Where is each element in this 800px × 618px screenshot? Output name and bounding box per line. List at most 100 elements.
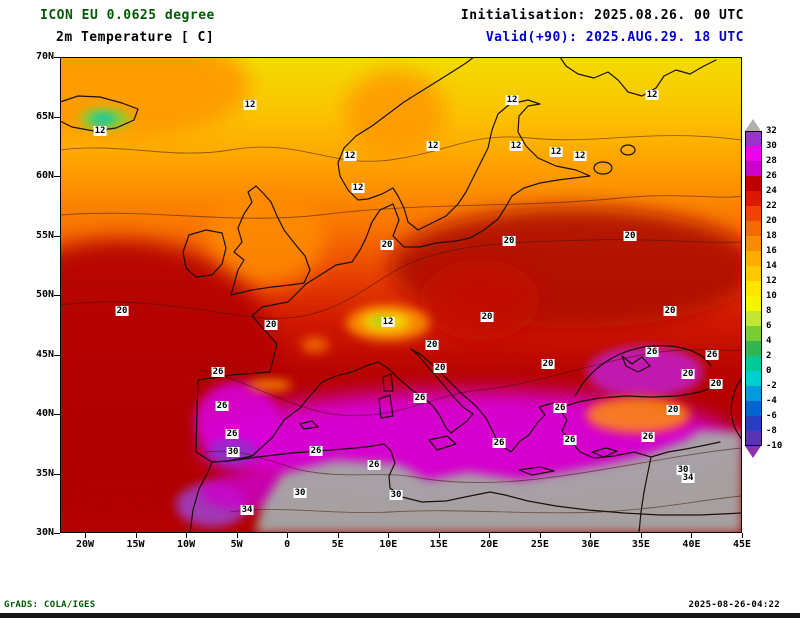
contour-label: 26 xyxy=(563,435,577,445)
creation-timestamp: 2025-08-26-04:22 xyxy=(688,600,780,610)
contour-label: 20 xyxy=(480,312,494,322)
contour-label: 12 xyxy=(505,95,519,105)
coast-britain xyxy=(230,185,311,296)
colorbar-segment xyxy=(746,326,761,341)
contour-label: 20 xyxy=(666,405,680,415)
colorbar-segment xyxy=(746,401,761,416)
valid-time: Valid(+90): 2025.AUG.29. 18 UTC xyxy=(485,30,744,45)
coast-balearics xyxy=(299,420,319,430)
colorbar-segment xyxy=(746,146,761,161)
colorbar-segment xyxy=(746,386,761,401)
colorbar-label: -8 xyxy=(766,426,777,436)
colorbar-label: -2 xyxy=(766,381,777,391)
init-time: Initialisation: 2025.08.26. 00 UTC xyxy=(460,8,744,23)
field-iceland-cool-core xyxy=(89,113,117,125)
x-tick-label: 20W xyxy=(75,539,95,550)
contour-label: 26 xyxy=(309,446,323,456)
field-central-hot xyxy=(420,260,540,340)
coastlines xyxy=(60,57,742,533)
field-massif xyxy=(301,337,329,353)
contour-label: 20 xyxy=(681,369,695,379)
contour-label: 12 xyxy=(426,141,440,151)
grads-credit: GrADS: COLA/IGES xyxy=(4,600,96,610)
field-uk-warm xyxy=(205,190,325,286)
colorbar-label: 26 xyxy=(766,171,777,181)
colorbar-label: 4 xyxy=(766,336,772,346)
contour-label: 26 xyxy=(492,438,506,448)
contour-label: 30 xyxy=(676,465,690,475)
y-tick-mark xyxy=(54,473,60,475)
x-tick-label: 25E xyxy=(530,539,549,550)
x-tick-label: 15W xyxy=(126,539,145,550)
y-tick-mark xyxy=(54,176,60,177)
colorbar-segment xyxy=(746,416,761,431)
y-tick-mark xyxy=(54,116,60,118)
x-tick-label: 40E xyxy=(682,539,701,550)
field-anatolia-warm xyxy=(586,397,690,433)
x-tick-label: 10W xyxy=(177,539,196,550)
contour-label: 20 xyxy=(425,340,439,350)
colorbar-label: 22 xyxy=(766,201,777,211)
coast-caspian-edge xyxy=(730,377,742,441)
x-tick-mark xyxy=(135,533,137,538)
field-africa-gray xyxy=(255,430,742,533)
colorbar-label: 14 xyxy=(766,261,777,271)
colorbar-label: 18 xyxy=(766,231,777,241)
y-tick-mark xyxy=(54,57,60,58)
x-tick-label: 30E xyxy=(581,539,600,550)
contour-label: 34 xyxy=(681,473,695,483)
model-title: ICON EU 0.0625 degree xyxy=(40,8,215,23)
x-tick-mark xyxy=(388,533,390,538)
contour-label: 26 xyxy=(367,460,381,470)
colorbar-segment xyxy=(746,296,761,311)
colorbar-label: 32 xyxy=(766,126,777,136)
y-tick-mark xyxy=(54,235,60,237)
contour-label: 26 xyxy=(215,401,229,411)
field-blacksea-magenta xyxy=(587,346,703,398)
colorbar-label: 30 xyxy=(766,141,777,151)
y-tick-label: 55N xyxy=(35,229,54,241)
x-tick-label: 10E xyxy=(379,539,398,550)
x-tick-mark xyxy=(489,533,491,538)
coast-crimea xyxy=(621,355,651,373)
coast-northsea-baltic-scandinavia xyxy=(335,57,591,266)
x-tick-mark xyxy=(186,533,188,538)
contour-label: 20 xyxy=(264,320,278,330)
colorbar-segment xyxy=(746,161,761,176)
x-tick-mark xyxy=(539,533,541,538)
contour-label: 12 xyxy=(573,151,587,161)
colorbar-segment xyxy=(746,281,761,296)
contour-label: 20 xyxy=(541,359,555,369)
colorbar-arrow-top xyxy=(745,119,761,131)
colorbar-label: 10 xyxy=(766,291,777,301)
colorbar-label: 12 xyxy=(766,276,777,286)
contour-label: 20 xyxy=(709,379,723,389)
contour-label: 26 xyxy=(641,432,655,442)
y-tick-label: 35N xyxy=(35,467,54,479)
contour-label: 26 xyxy=(553,403,567,413)
colorbar-label: 6 xyxy=(766,321,772,331)
colorbar-segment xyxy=(746,131,761,146)
coast-sardinia xyxy=(378,394,394,419)
coast-sicily xyxy=(428,435,457,451)
coast-iceland xyxy=(60,95,139,132)
x-tick-mark xyxy=(742,533,743,538)
contour-label: 12 xyxy=(509,141,523,151)
colorbar-segment xyxy=(746,431,761,446)
temperature-map xyxy=(60,57,742,533)
contour-label: 26 xyxy=(211,367,225,377)
coast-italy xyxy=(377,348,474,434)
colorbar-segment xyxy=(746,266,761,281)
x-tick-mark xyxy=(438,533,440,538)
contour-label: 20 xyxy=(380,240,394,250)
coast-levant xyxy=(638,456,652,533)
contour-label: 12 xyxy=(549,147,563,157)
y-tick-label: 60N xyxy=(35,170,54,181)
y-tick-label: 40N xyxy=(35,408,54,419)
x-tick-label: 15E xyxy=(429,539,448,550)
colorbar-segment xyxy=(746,236,761,251)
x-tick-label: 5W xyxy=(230,539,243,550)
coast-crete xyxy=(518,466,555,476)
lake-onega xyxy=(620,144,636,156)
x-tick-label: 0 xyxy=(284,539,291,550)
